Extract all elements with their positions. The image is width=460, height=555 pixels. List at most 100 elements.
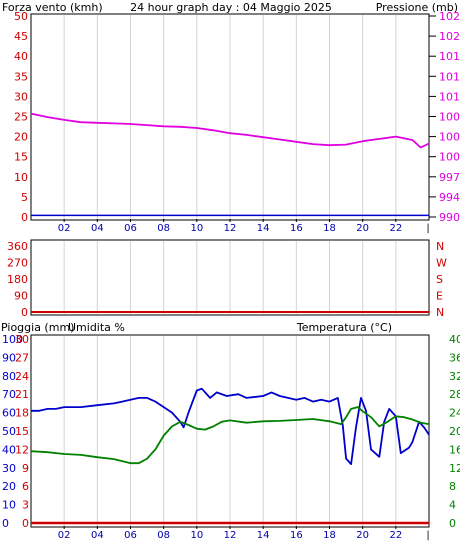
x-tick-label: 22 (389, 223, 402, 234)
rain-tick-label: 21 (15, 388, 29, 401)
humidity-tick-label: 10 (2, 499, 16, 512)
temperature-tick-label: 8 (449, 480, 456, 493)
direction-compass-label: E (436, 290, 443, 303)
x-tick-label: 06 (124, 530, 137, 541)
rain-axis-label: Pioggia (mm) (1, 321, 74, 334)
panel3-grid (63, 336, 397, 526)
temperature-tick-label: 20 (449, 425, 460, 438)
wind-tick-label: 50 (14, 10, 28, 23)
pressure-tick-label: 1018 (439, 50, 460, 63)
x-tick-label: 18 (323, 223, 336, 234)
x-tick-label: 02 (58, 223, 71, 234)
direction-degree-label: 360 (7, 240, 28, 253)
x-tick-label: 10 (190, 223, 203, 234)
humidity-tick-label: 40 (2, 443, 16, 456)
x-tick-label: 08 (157, 223, 170, 234)
x-tick-label: 06 (124, 223, 137, 234)
x-tick-label: 16 (290, 223, 303, 234)
direction-compass-label: W (436, 257, 447, 270)
pressure-tick-label: 997 (439, 171, 460, 184)
humidity-tick-label: 50 (2, 425, 16, 438)
temperature-tick-label: 4 (449, 499, 456, 512)
wind-tick-label: 40 (14, 50, 28, 63)
temperature-axis-label: Temperatura (°C) (296, 321, 392, 334)
x-tick-label: 04 (91, 530, 104, 541)
temperature-tick-label: 28 (449, 388, 460, 401)
x-tick-label: 20 (356, 223, 369, 234)
humidity-tick-label: 80 (2, 370, 16, 383)
humidity-tick-label: 0 (2, 517, 9, 530)
pressure-tick-label: 1025 (439, 10, 460, 23)
humidity-tick-label: 100 (2, 333, 23, 346)
direction-degree-ticks: 360 270 180 90 0 (7, 240, 28, 319)
wind-tick-label: 30 (14, 90, 28, 103)
rain-tick-label: 15 (15, 425, 29, 438)
x-tick-end: | (426, 530, 429, 541)
direction-compass-label: S (436, 273, 443, 286)
direction-compass-label: N (436, 306, 444, 319)
x-tick-label: 02 (58, 530, 71, 541)
x-tick-label: 14 (257, 530, 270, 541)
x-tick-label: 04 (91, 223, 104, 234)
pressure-tick-label: 994 (439, 191, 460, 204)
panel1-x-ticks: 02 04 06 08 10 12 14 16 18 20 22 | (58, 219, 430, 234)
rain-tick-label: 6 (22, 480, 29, 493)
x-tick-label: 08 (157, 530, 170, 541)
x-tick-label: 10 (190, 530, 203, 541)
panel3-series (30, 387, 430, 525)
x-tick-end: | (426, 223, 429, 234)
x-tick-label: 16 (290, 530, 303, 541)
direction-degree-label: 0 (21, 306, 28, 319)
wind-tick-label: 15 (14, 151, 28, 164)
direction-degree-label: 180 (7, 273, 28, 286)
pressure-tick-label: 1004 (439, 131, 460, 144)
rain-tick-label: 24 (15, 370, 29, 383)
x-tick-label: 14 (257, 223, 270, 234)
pressure-tick-label: 1022 (439, 30, 460, 43)
humidity-tick-label: 90 (2, 351, 16, 364)
wind-tick-label: 10 (14, 171, 28, 184)
pressure-axis-label: Pressione (mb) (376, 1, 458, 14)
pressure-tick-label: 1008 (439, 111, 460, 124)
wind-tick-label: 45 (14, 30, 28, 43)
x-tick-label: 20 (356, 530, 369, 541)
direction-degree-label: 90 (14, 290, 28, 303)
rain-tick-label: 9 (22, 462, 29, 475)
humidity-tick-label: 60 (2, 407, 16, 420)
x-tick-label: 22 (389, 530, 402, 541)
wind-tick-label: 5 (21, 191, 28, 204)
x-tick-label: 18 (323, 530, 336, 541)
temperature-tick-label: 0 (449, 517, 456, 530)
panel1-grid (63, 15, 397, 219)
rain-tick-label: 12 (15, 443, 29, 456)
direction-degree-label: 270 (7, 257, 28, 270)
wind-pressure-panel: 24 hour graph day : 04 Maggio 2025 Forza… (2, 1, 460, 234)
rain-tick-label: 30 (15, 333, 29, 346)
temperature-tick-label: 32 (449, 370, 460, 383)
direction-compass-label: N (436, 240, 444, 253)
rain-tick-label: 27 (15, 351, 29, 364)
temperature-tick-label: 40 (449, 333, 460, 346)
rain-tick-label: 3 (22, 499, 29, 512)
temperature-tick-label: 36 (449, 351, 460, 364)
wind-tick-label: 25 (14, 111, 28, 124)
panel-frame-middle (30, 239, 430, 316)
panel1-series (30, 112, 430, 217)
pressure-line (30, 112, 430, 149)
temperature-tick-label: 12 (449, 462, 460, 475)
rain-tick-label: 0 (22, 517, 29, 530)
humidity-line (31, 387, 430, 465)
chart-title: 24 hour graph day : 04 Maggio 2025 (130, 1, 332, 14)
panel2-grid (63, 241, 397, 314)
humidity-tick-label: 20 (2, 480, 16, 493)
rain-humidity-temperature-panel: Pioggia (mm) Umidita % Temperatura (°C) … (1, 321, 460, 541)
pressure-tick-label: 1015 (439, 70, 460, 83)
